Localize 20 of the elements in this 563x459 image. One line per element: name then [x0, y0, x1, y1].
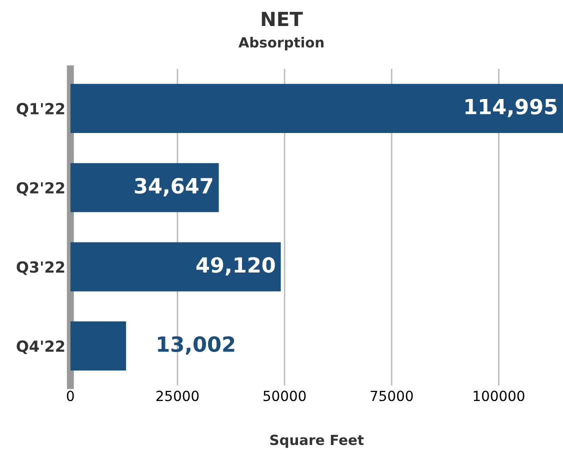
bar — [70, 84, 563, 133]
x-tick-label: 0 — [66, 390, 74, 402]
bar — [70, 242, 281, 292]
chart-subtitle: Absorption — [238, 36, 324, 50]
y-tick-label: Q4'22 — [16, 340, 64, 354]
bar — [70, 163, 219, 212]
y-tick-label: Q2'22 — [16, 182, 64, 196]
chart-title: NET — [262, 12, 303, 26]
data-label: 13,002 — [158, 336, 234, 355]
x-tick-label: 25000 — [156, 390, 199, 402]
y-tick-label: Q1'22 — [16, 102, 64, 116]
bar — [70, 321, 126, 371]
y-tick-label: Q3'22 — [16, 261, 64, 275]
x-tick-label: 75000 — [370, 390, 413, 402]
data-label: 34,647 — [134, 178, 212, 196]
data-label: 49,120 — [196, 257, 275, 276]
x-tick-label: 50000 — [264, 390, 306, 402]
x-axis-title: Square Feet — [270, 434, 364, 448]
data-label: 114,995 — [466, 98, 557, 118]
x-tick-label: 100000 — [474, 390, 524, 402]
